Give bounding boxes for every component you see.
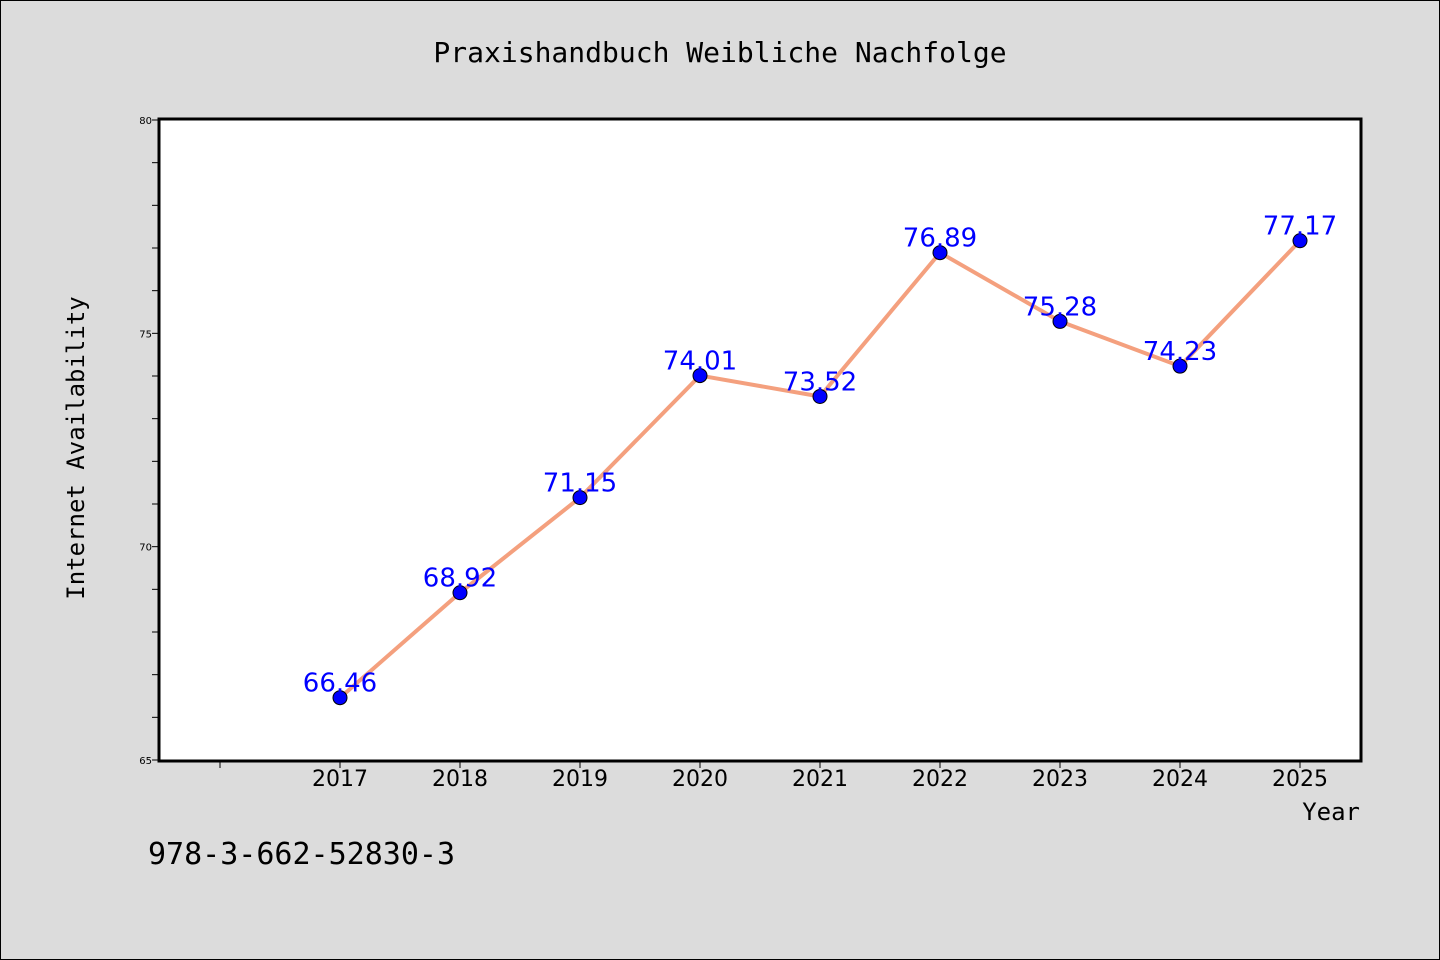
plot-area xyxy=(157,117,1363,763)
data-point xyxy=(1052,313,1068,329)
x-tick-label: 2021 xyxy=(792,767,848,792)
data-label: 68.92 xyxy=(423,564,497,594)
x-tick-label: 2017 xyxy=(312,767,368,792)
data-point xyxy=(932,245,948,261)
data-label: 77.17 xyxy=(1263,212,1337,242)
x-tick-label: 2024 xyxy=(1152,767,1208,792)
series-group: 66.46 68.92 71.15 74.01 73.52 76.89 75.28 74.23… xyxy=(303,212,1337,706)
data-label: 74.01 xyxy=(663,347,737,377)
data-label: 75.28 xyxy=(1023,292,1097,322)
data-label: 76.89 xyxy=(903,224,977,254)
data-point xyxy=(452,585,468,601)
y-axis: 65 70 75 80 xyxy=(139,116,160,767)
x-tick-label: 2023 xyxy=(1032,767,1088,792)
y-tick-label: 65 xyxy=(139,756,152,767)
x-tick-label: 2025 xyxy=(1272,767,1328,792)
isbn-text: 978-3-662-52830-3 xyxy=(148,837,455,872)
data-label: 74.23 xyxy=(1143,337,1217,367)
chart-title: Praxishandbuch Weibliche Nachfolge xyxy=(433,36,1006,69)
x-axis-label: Year xyxy=(1302,798,1360,826)
x-tick-label: 2020 xyxy=(672,767,728,792)
x-tick-label: 2022 xyxy=(912,767,968,792)
x-tick-label: 2019 xyxy=(552,767,608,792)
data-point xyxy=(1172,358,1188,374)
y-tick-label: 80 xyxy=(139,116,152,127)
x-axis: 2017 2018 2019 2020 2021 2022 2023 2024 2025 xyxy=(219,760,1328,792)
data-label: 71.15 xyxy=(543,469,617,499)
data-point xyxy=(1292,233,1308,249)
data-point xyxy=(812,388,828,404)
y-tick-label: 70 xyxy=(139,543,152,554)
data-point xyxy=(692,368,708,384)
data-label: 66.46 xyxy=(303,669,377,699)
data-point xyxy=(572,490,588,506)
data-label: 73.52 xyxy=(783,367,857,397)
y-tick-label: 75 xyxy=(139,329,152,340)
y-axis-label: Internet Availability xyxy=(62,296,90,599)
x-tick-label: 2018 xyxy=(432,767,488,792)
data-point xyxy=(332,690,348,706)
